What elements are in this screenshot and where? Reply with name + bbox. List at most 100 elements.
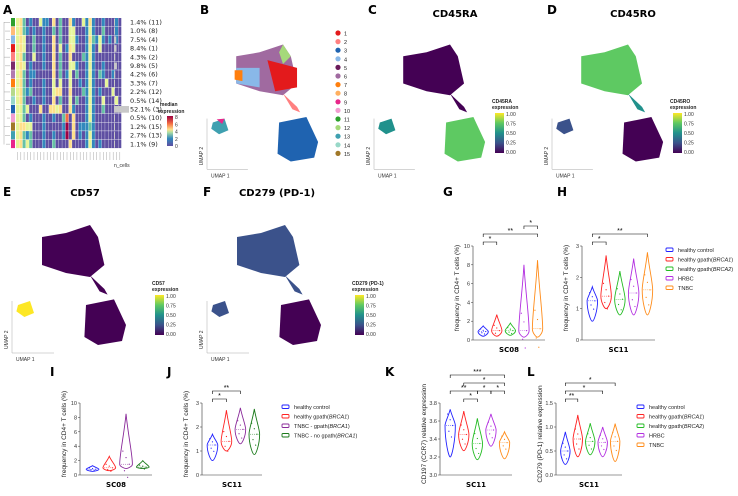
cluster-percent-label: 52.1% (3) — [130, 106, 162, 114]
data-point — [591, 296, 593, 298]
heatmap-cell — [32, 70, 36, 79]
heatmap-cell — [95, 44, 99, 53]
heatmap-cell — [78, 105, 82, 114]
expression-region — [42, 225, 105, 277]
legend-label: 14 — [344, 143, 350, 149]
significance-bracket — [565, 390, 603, 394]
heatmap-cell — [19, 122, 23, 131]
heatmap-cell — [52, 139, 56, 149]
heatmap-cell — [65, 131, 69, 140]
heatmap-cell — [29, 44, 33, 53]
heatmap-cell — [55, 26, 59, 35]
heatmap-cell — [82, 96, 85, 105]
heatmap-cell — [32, 44, 36, 53]
panel-a-heatmap: 1.4% (11)1.0% (8)7.5% (4)8.4% (1)4.3% (2… — [3, 18, 184, 169]
colorbar-tick: 8 — [175, 115, 178, 121]
heatmap-cell — [91, 61, 95, 70]
data-point — [108, 465, 110, 467]
heatmap-cell — [75, 105, 79, 114]
heatmap-cell — [55, 52, 59, 62]
cluster-color-swatch — [11, 87, 15, 96]
colorbar-tick: 6 — [175, 122, 178, 128]
heatmap-cell — [42, 87, 46, 96]
heatmap-cell — [25, 139, 29, 149]
heatmap-cell — [72, 35, 76, 44]
significance-label: * — [483, 377, 486, 384]
heatmap-cell — [101, 70, 105, 79]
colorbar — [673, 113, 682, 153]
heatmap-cell — [111, 131, 115, 140]
significance-label: * — [218, 393, 221, 400]
heatmap-cell — [62, 35, 66, 44]
heatmap-cell — [105, 105, 109, 114]
heatmap-cell — [45, 78, 49, 88]
heatmap-cell — [25, 105, 29, 114]
heatmap-cell — [45, 52, 49, 62]
significance-bracket — [565, 382, 616, 386]
data-point — [463, 429, 465, 431]
heatmap-cell — [78, 122, 82, 131]
data-point — [480, 328, 482, 330]
heatmap-cell — [85, 26, 89, 35]
heatmap-cell — [52, 26, 56, 35]
heatmap-cell — [55, 70, 59, 79]
colorbar-tick: 0.75 — [684, 122, 694, 128]
data-point — [127, 476, 129, 478]
colorbar — [495, 113, 504, 153]
colorbar-tick: 1.00 — [506, 112, 516, 118]
heatmap-cell — [88, 70, 92, 79]
heatmap-cell — [75, 87, 79, 96]
heatmap-cell — [91, 35, 95, 44]
heatmap-cell — [72, 78, 76, 88]
cluster-percent-label: 0.5% (14) — [130, 97, 162, 105]
heatmap-cell — [68, 35, 72, 44]
violin-healthy_gpath_BRCA1 — [458, 411, 470, 452]
heatmap-cell — [58, 78, 62, 88]
significance-label: * — [583, 385, 586, 392]
heatmap-cell — [88, 87, 92, 96]
data-point — [501, 435, 503, 437]
data-point — [603, 448, 605, 451]
heatmap-cell — [19, 105, 23, 114]
y-tick-label: 2 — [74, 459, 77, 465]
heatmap-cell — [49, 18, 52, 27]
heatmap-cell — [115, 139, 118, 149]
heatmap-cell — [108, 113, 112, 122]
heatmap-cell — [22, 78, 26, 88]
x-category-label: SC11 — [609, 346, 629, 354]
heatmap-cell — [75, 26, 79, 35]
y-tick-label: 10 — [71, 401, 77, 407]
heatmap-cell — [108, 26, 112, 35]
heatmap-cell — [58, 105, 62, 114]
heatmap-cell — [49, 105, 52, 114]
data-point — [508, 331, 510, 333]
heatmap-cell — [35, 35, 39, 44]
legend-marker — [335, 125, 341, 131]
data-point — [606, 308, 609, 310]
data-point — [645, 296, 647, 298]
heatmap-cell — [88, 131, 92, 140]
heatmap-cell — [85, 70, 89, 79]
heatmap-cell — [25, 61, 29, 70]
x-category-label: SC08 — [499, 346, 519, 354]
data-point — [256, 433, 258, 435]
data-point — [507, 327, 509, 329]
y-tick-label: 3.6 — [429, 419, 437, 425]
heatmap-cell — [16, 26, 19, 35]
legend-title: expression — [158, 109, 184, 115]
heatmap-cell — [42, 35, 46, 44]
data-point — [592, 440, 594, 442]
heatmap-cell — [72, 113, 76, 122]
umap-y-label: UMAP 2 — [366, 147, 372, 166]
heatmap-cell — [75, 131, 79, 140]
data-point — [139, 464, 141, 466]
heatmap-cell — [58, 113, 62, 122]
y-tick-label: 10 — [464, 244, 470, 250]
heatmap-cell — [22, 96, 26, 105]
expression-region — [556, 118, 574, 135]
data-point — [461, 438, 464, 440]
n-cells-bar — [114, 19, 115, 26]
colorbar-tick: 0.00 — [684, 150, 694, 156]
heatmap-cell — [82, 113, 85, 122]
